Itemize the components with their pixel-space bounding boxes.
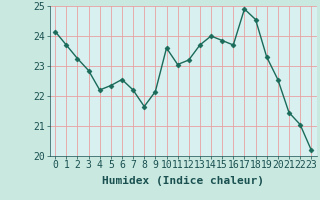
X-axis label: Humidex (Indice chaleur): Humidex (Indice chaleur): [102, 176, 264, 186]
